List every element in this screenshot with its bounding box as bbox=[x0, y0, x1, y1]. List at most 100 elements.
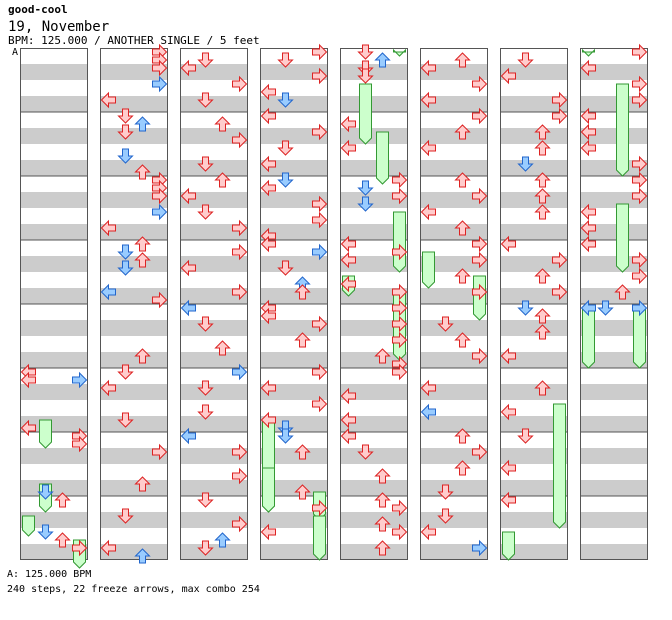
step-arrow-left-icon bbox=[340, 275, 356, 293]
step-arrow-down-icon bbox=[277, 428, 294, 444]
step-arrow-left-icon bbox=[580, 203, 596, 221]
step-arrow-down-icon bbox=[197, 492, 214, 508]
step-arrow-right-icon bbox=[232, 75, 248, 93]
step-arrow-right-icon bbox=[632, 267, 648, 285]
step-arrow-right-icon bbox=[392, 283, 408, 301]
step-arrow-up-icon bbox=[454, 220, 471, 236]
step-arrow-left-icon bbox=[580, 219, 596, 237]
step-arrow-up-icon bbox=[454, 428, 471, 444]
freeze-arrow-right bbox=[393, 48, 406, 57]
step-arrow-right-icon bbox=[72, 539, 88, 557]
step-arrow-right-icon bbox=[632, 91, 648, 109]
step-arrow-down-icon bbox=[37, 484, 54, 500]
step-arrow-right-icon bbox=[232, 467, 248, 485]
step-arrow-down-icon bbox=[117, 508, 134, 524]
step-arrow-left-icon bbox=[580, 59, 596, 77]
step-arrow-left-icon bbox=[500, 403, 516, 421]
step-arrow-right-icon bbox=[232, 243, 248, 261]
step-arrow-right-icon bbox=[632, 171, 648, 189]
step-arrow-left-icon bbox=[260, 179, 276, 197]
chart-column bbox=[100, 48, 168, 560]
step-arrow-left-icon bbox=[500, 347, 516, 365]
step-arrow-up-icon bbox=[294, 484, 311, 500]
step-arrow-down-icon bbox=[117, 260, 134, 276]
step-arrow-up-icon bbox=[534, 324, 551, 340]
freeze-arrow-down bbox=[39, 419, 52, 449]
step-arrow-right-icon bbox=[152, 59, 168, 77]
step-arrow-right-icon bbox=[472, 235, 488, 253]
step-arrow-down-icon bbox=[277, 172, 294, 188]
step-arrow-left-icon bbox=[100, 379, 116, 397]
bpm-summary: A: 125.000 BPM bbox=[7, 569, 92, 580]
step-arrow-up-icon bbox=[534, 268, 551, 284]
freeze-arrow-right bbox=[313, 515, 326, 561]
step-arrow-up-icon bbox=[134, 548, 151, 564]
step-arrow-up-icon bbox=[534, 204, 551, 220]
freeze-arrow-right bbox=[633, 307, 646, 369]
step-arrow-down-icon bbox=[517, 156, 534, 172]
step-arrow-up-icon bbox=[374, 52, 391, 68]
step-arrow-right-icon bbox=[312, 315, 328, 333]
chart-column bbox=[180, 48, 248, 560]
step-arrow-left-icon bbox=[260, 411, 276, 429]
step-arrow-up-icon bbox=[374, 516, 391, 532]
step-arrow-left-icon bbox=[420, 59, 436, 77]
step-arrow-left-icon bbox=[180, 299, 196, 317]
step-arrow-up-icon bbox=[54, 492, 71, 508]
artist-name: good-cool bbox=[8, 3, 68, 16]
step-arrow-right-icon bbox=[472, 539, 488, 557]
step-arrow-left-icon bbox=[260, 235, 276, 253]
step-arrow-up-icon bbox=[374, 492, 391, 508]
step-arrow-right-icon bbox=[472, 75, 488, 93]
step-arrow-left-icon bbox=[180, 187, 196, 205]
step-arrow-down-icon bbox=[197, 92, 214, 108]
freeze-arrow-left bbox=[582, 307, 595, 369]
step-arrow-down-icon bbox=[197, 316, 214, 332]
step-arrow-down-icon bbox=[597, 300, 614, 316]
step-arrow-down-icon bbox=[357, 68, 374, 84]
step-arrow-left-icon bbox=[500, 235, 516, 253]
step-arrow-right-icon bbox=[392, 187, 408, 205]
step-arrow-right-icon bbox=[232, 131, 248, 149]
step-arrow-left-icon bbox=[340, 139, 356, 157]
chart-column bbox=[340, 48, 408, 560]
step-arrow-left-icon bbox=[340, 411, 356, 429]
step-arrow-down-icon bbox=[117, 412, 134, 428]
step-arrow-right-icon bbox=[392, 499, 408, 517]
step-arrow-up-icon bbox=[294, 332, 311, 348]
step-arrow-left-icon bbox=[180, 259, 196, 277]
step-arrow-right-icon bbox=[312, 43, 328, 61]
step-arrow-right-icon bbox=[232, 515, 248, 533]
step-arrow-left-icon bbox=[100, 283, 116, 301]
step-arrow-down-icon bbox=[197, 204, 214, 220]
step-arrow-right-icon bbox=[472, 187, 488, 205]
step-arrow-right-icon bbox=[232, 219, 248, 237]
step-arrow-down-icon bbox=[357, 44, 374, 60]
step-arrow-down-icon bbox=[437, 508, 454, 524]
step-arrow-left-icon bbox=[340, 115, 356, 133]
freeze-arrow-right bbox=[553, 403, 566, 529]
step-arrow-left-icon bbox=[20, 371, 36, 389]
freeze-arrow-down bbox=[359, 83, 372, 145]
step-arrow-left-icon bbox=[340, 235, 356, 253]
freeze-arrow-left bbox=[262, 467, 275, 513]
step-arrow-right-icon bbox=[632, 43, 648, 61]
step-arrow-up-icon bbox=[454, 268, 471, 284]
step-arrow-left-icon bbox=[260, 83, 276, 101]
step-arrow-right-icon bbox=[152, 75, 168, 93]
freeze-arrow-up bbox=[376, 131, 389, 185]
step-arrow-right-icon bbox=[552, 107, 568, 125]
step-arrow-right-icon bbox=[632, 299, 648, 317]
step-arrow-left-icon bbox=[420, 379, 436, 397]
step-arrow-down-icon bbox=[357, 444, 374, 460]
step-arrow-down-icon bbox=[517, 52, 534, 68]
step-arrow-left-icon bbox=[500, 67, 516, 85]
freeze-arrow-up bbox=[616, 203, 629, 273]
step-arrow-up-icon bbox=[134, 116, 151, 132]
step-arrow-right-icon bbox=[632, 155, 648, 173]
step-arrow-right-icon bbox=[312, 363, 328, 381]
step-arrow-down-icon bbox=[197, 380, 214, 396]
step-arrow-left-icon bbox=[100, 539, 116, 557]
section-marker: A bbox=[12, 47, 19, 58]
